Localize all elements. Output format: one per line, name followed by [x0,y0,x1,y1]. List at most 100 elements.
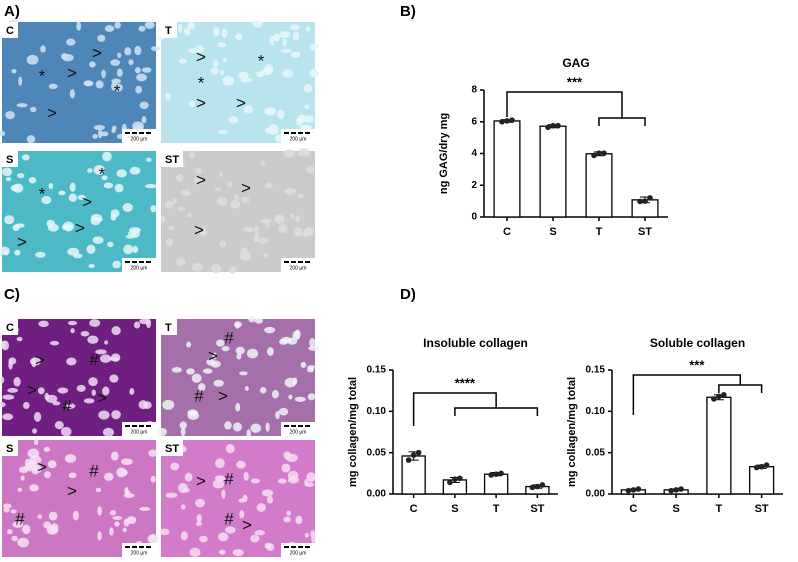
cell-lacuna [114,21,121,29]
cell-lacuna [258,237,270,244]
cell-lacuna [184,472,193,482]
cell-lacuna [211,263,222,274]
cell-lacuna [189,547,201,557]
chart-title: Soluble collagen [650,336,745,350]
cell-lacuna [132,121,144,132]
cell-lacuna [202,368,213,374]
y-tick-label: 0 [471,212,477,223]
cell-lacuna [33,438,39,446]
cell-lacuna [221,346,230,352]
cell-lacuna [288,394,293,400]
cell-lacuna [110,59,121,66]
image-background [161,151,315,272]
image-background [2,319,156,436]
cell-lacuna [33,411,42,422]
cell-lacuna [12,521,24,528]
marker: * [114,81,121,100]
cell-lacuna [246,348,259,359]
cell-lacuna [5,110,15,120]
cell-lacuna [265,182,273,189]
cell-lacuna [172,197,178,204]
cell-lacuna [17,487,23,492]
image-label: ST [165,154,179,166]
cell-lacuna [4,215,15,225]
image-label: S [6,443,13,455]
data-point [630,487,637,493]
cell-lacuna [266,347,274,356]
data-point [529,484,536,491]
cell-lacuna [87,335,99,344]
cell-lacuna [309,43,319,51]
cell-lacuna [292,31,300,41]
cell-lacuna [0,130,6,137]
cell-lacuna [156,427,168,437]
marker: > [218,386,228,405]
cell-lacuna [83,80,94,87]
cell-lacuna [286,453,298,463]
cell-lacuna [222,58,227,63]
image-background [161,22,315,143]
micrograph: ST > > >200 µm [161,148,315,274]
cell-lacuna [100,354,112,363]
cell-lacuna [120,458,133,466]
cell-lacuna [217,532,229,542]
cell-lacuna [180,531,188,541]
cell-lacuna [292,377,298,385]
marker: * [39,66,46,85]
label-box [2,319,18,335]
cell-lacuna [109,374,119,383]
cell-lacuna [14,223,25,228]
cell-lacuna [232,422,242,432]
cell-lacuna [80,331,90,337]
cell-lacuna [225,526,236,534]
cell-lacuna [250,478,260,484]
marker: > [236,93,246,112]
data-point [642,198,648,204]
data-point [673,487,679,493]
marker: * [99,164,106,183]
cell-lacuna [111,128,116,134]
data-point [509,117,515,123]
cell-lacuna [305,26,311,32]
cell-lacuna [28,176,37,184]
cell-lacuna [116,467,127,478]
cell-lacuna [161,215,166,223]
image-label: C [6,322,14,334]
cell-lacuna [238,71,250,80]
cell-lacuna [114,521,120,527]
data-point [763,462,770,468]
cell-lacuna [26,54,39,65]
cell-lacuna [7,387,19,393]
cell-lacuna [264,326,276,334]
data-point [596,150,602,156]
cell-lacuna [310,530,316,538]
cell-lacuna [141,116,147,124]
cell-lacuna [180,504,186,510]
cell-lacuna [217,129,229,134]
cell-lacuna [186,341,192,348]
y-tick-label: 0.00 [586,489,606,500]
cell-lacuna [259,387,267,394]
cell-lacuna [228,116,238,124]
cell-lacuna [254,530,265,536]
cell-lacuna [148,449,158,457]
cell-lacuna [217,41,227,48]
cell-lacuna [244,386,249,391]
cell-lacuna [267,129,279,135]
cell-lacuna [125,234,136,239]
cell-lacuna [165,92,171,100]
cell-lacuna [136,73,148,82]
data-point [415,449,422,456]
cell-lacuna [98,410,110,420]
cell-lacuna [175,173,183,182]
marker: > [242,515,252,534]
marker: * [39,184,46,203]
cell-lacuna [293,227,303,237]
cell-lacuna [41,196,52,205]
cell-lacuna [304,532,310,538]
cell-lacuna [212,479,225,489]
cell-lacuna [193,176,204,185]
scale-label: 200 µm [290,550,307,556]
cell-lacuna [242,226,255,232]
